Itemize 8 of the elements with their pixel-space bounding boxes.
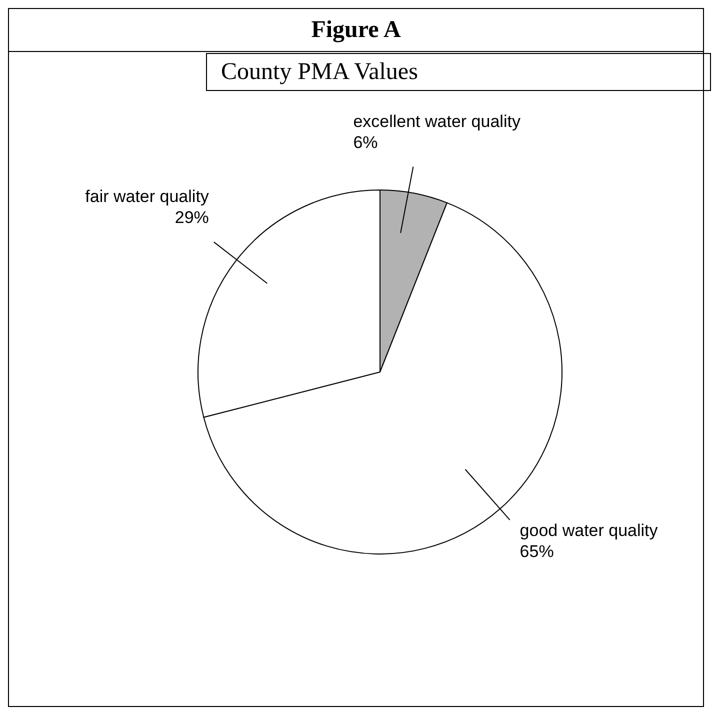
slice-label: fair water quality: [85, 187, 210, 206]
chart-subtitle: County PMA Values: [206, 53, 711, 91]
chart-title: Figure A: [9, 9, 703, 52]
slice-label: excellent water quality: [353, 112, 521, 131]
data-label: 65%: [520, 542, 554, 561]
data-label: 29%: [174, 208, 209, 228]
data-label: 6%: [353, 132, 378, 152]
slice-label: good water quality: [520, 520, 658, 540]
